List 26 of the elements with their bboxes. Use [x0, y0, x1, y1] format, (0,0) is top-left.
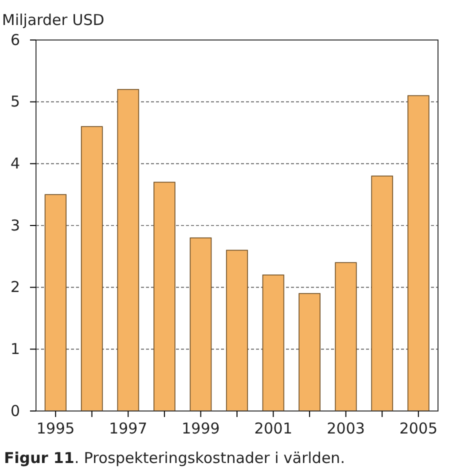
bar — [407, 95, 430, 412]
x-tick-label: 1995 — [36, 420, 75, 438]
bar — [80, 126, 103, 412]
bar — [190, 237, 212, 412]
x-tick-label: 1997 — [109, 420, 148, 438]
x-tick-label: 2001 — [254, 420, 292, 438]
bar — [154, 182, 176, 412]
y-axis-title: Miljarder USD — [2, 11, 104, 29]
y-tick-label: 5 — [10, 92, 20, 111]
y-tick-label: 2 — [10, 278, 20, 296]
bar — [262, 274, 284, 412]
y-tick-label: 0 — [10, 402, 20, 420]
y-tick-label: 3 — [10, 216, 20, 234]
x-tick-label: 2003 — [326, 420, 365, 438]
x-tick-label: 1999 — [182, 420, 220, 438]
bar — [298, 293, 320, 412]
bar — [334, 262, 357, 412]
x-tick-label: 2005 — [399, 420, 438, 438]
bar — [117, 89, 140, 412]
y-tick-label: 6 — [10, 30, 20, 49]
y-tick-label: 1 — [10, 340, 20, 358]
text: Figur 11. Prospekteringskostnader i världen. — [4, 449, 345, 467]
y-tick-label: 4 — [10, 154, 20, 172]
bar — [226, 250, 248, 412]
bar — [44, 194, 67, 412]
bar — [371, 176, 394, 412]
